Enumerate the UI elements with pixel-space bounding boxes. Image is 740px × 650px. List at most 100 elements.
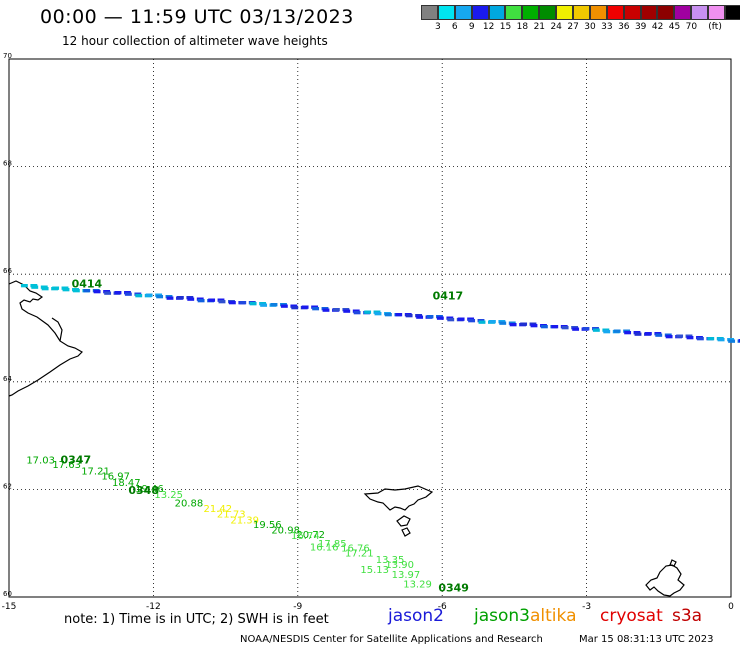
pass-time-labels: 0347 0348 0349 0414 0417: [61, 278, 469, 595]
track-north-mark: ▬▬: [218, 297, 236, 307]
legend-swatch: [606, 5, 624, 20]
iceland-coastline: [8, 280, 83, 397]
satellite-jason3: jason3: [474, 606, 530, 626]
legend-swatch: [657, 5, 675, 20]
track-north-mark: ▬▬: [62, 285, 80, 295]
pass-time-label: 0348: [128, 484, 159, 497]
track-north-mark: ▬▬: [155, 292, 173, 302]
track-north-mark: ▬▬: [696, 334, 714, 344]
y-tick-label: 62: [3, 482, 12, 490]
legend-swatch: [539, 5, 557, 20]
wave-height-label: 20.72: [296, 530, 325, 541]
track-north-mark: ▬▬: [332, 305, 350, 315]
track-north-mark: ▬▬: [498, 318, 516, 328]
pass-time-label: 0414: [72, 278, 103, 291]
satellite-s3a: s3a: [672, 606, 703, 626]
legend-swatch: [421, 5, 438, 20]
track-north-mark: ▬▬: [322, 305, 340, 315]
x-tick-label: -12: [146, 602, 161, 612]
legend-swatch: [640, 5, 658, 20]
track-north-mark: ▬▬: [550, 322, 568, 332]
wave-height-label: 13.90: [385, 560, 414, 571]
track-north-mark: ▬▬: [51, 283, 69, 293]
track-north-mark: ▬▬: [93, 287, 111, 297]
legend-swatch: [437, 5, 455, 20]
credit-text: NOAA/NESDIS Center for Satellite Applica…: [240, 634, 543, 645]
track-north-mark: ▬▬: [228, 298, 246, 308]
track-north-mark: ▬▬: [363, 307, 381, 317]
legend-label: 30: [584, 22, 596, 32]
track-north-mark: ▬▬: [114, 288, 132, 298]
wave-height-label: 19.46: [135, 484, 164, 495]
y-tick-label: 64: [3, 375, 12, 383]
track-north-mark: ▬▬: [394, 310, 412, 320]
track-north-mark: ▬▬: [634, 329, 652, 339]
legend-swatch: [674, 5, 692, 20]
track-north-label-cluster: ▬▬▬▬▬▬▬▬▬▬▬▬▬▬▬▬▬▬▬▬▬▬▬▬▬▬▬▬▬▬▬▬▬▬▬▬▬▬▬▬…: [20, 281, 740, 347]
y-tick-label: 70: [3, 52, 12, 60]
wave-height-label: 17.63: [52, 460, 81, 471]
x-tick-label: 0: [728, 602, 734, 612]
legend-swatch: [505, 5, 523, 20]
track-north-mark: ▬▬: [207, 295, 225, 305]
track-north-mark: ▬▬: [509, 320, 527, 330]
wave-height-label: 16.76: [341, 543, 370, 554]
generated-timestamp: Mar 15 08:31:13 UTC 2023: [579, 634, 714, 645]
track-north-mark: ▬▬: [654, 330, 672, 340]
track-north-mark: ▬▬: [686, 333, 704, 343]
track-north-mark: ▬▬: [426, 312, 444, 322]
legend-label: 12: [482, 22, 495, 32]
wave-height-label: 17.03: [26, 456, 55, 467]
map-graticule: [9, 59, 731, 597]
legend-swatches: [421, 5, 740, 20]
track-north-mark: ▬▬: [446, 315, 464, 325]
legend-swatch: [573, 5, 590, 20]
wave-height-label: 17.85: [318, 539, 347, 550]
legend-label: 18: [516, 22, 529, 32]
track-north-mark: ▬▬: [290, 303, 308, 313]
legend-label: 15: [499, 22, 512, 32]
map-subtitle: 12 hour collection of altimeter wave hei…: [62, 34, 328, 48]
track-north-mark: ▬▬: [405, 311, 423, 321]
wave-height-label: 13.97: [392, 570, 421, 581]
legend-label: 33: [601, 22, 613, 32]
track-north-mark: ▬▬: [238, 298, 256, 308]
wave-height-label: 16.74: [291, 531, 320, 542]
track-north-mark: ▬▬: [623, 328, 641, 338]
legend-label: 9: [468, 22, 475, 32]
track-north-mark: ▬▬: [717, 335, 735, 345]
track-north-mark: ▬▬: [41, 284, 59, 294]
track-north-mark: ▬▬: [186, 294, 204, 304]
satellite-jason2: jason2: [388, 606, 444, 626]
legend-swatch: [623, 5, 641, 20]
wave-height-label: 17.21: [345, 549, 374, 560]
x-tick-label: -3: [582, 602, 591, 612]
map-frame: [8, 58, 732, 598]
legend-label: 45: [668, 22, 681, 32]
legend-label: 3: [435, 22, 441, 32]
wave-height-labels: 17.0317.6317.2116.9718.4719.4613.2520.88…: [26, 456, 432, 591]
track-north-mark: ▬▬: [540, 322, 558, 332]
track-north-mark: ▬▬: [166, 293, 184, 303]
color-legend: 3 6 9 12 15 18 21 24 27 30 33 36 39 42 45 70 (ft): [421, 5, 740, 32]
wave-height-label: 21.39: [230, 515, 259, 526]
track-north-mark: ▬▬: [665, 332, 683, 342]
wave-height-label: 21.42: [203, 504, 232, 515]
satellite-altika: altika: [530, 606, 577, 626]
track-north-mark: ▬▬: [530, 321, 548, 331]
legend-labels: 3 6 9 12 15 18 21 24 27 30 33 36 39 42 45 70 (ft): [421, 20, 740, 32]
track-north-mark: ▬▬: [342, 306, 360, 316]
y-tick-label: 68: [3, 160, 12, 168]
wave-height-label: 19.56: [253, 520, 282, 531]
track-north-mark: ▬▬: [280, 302, 298, 312]
track-north-mark: ▬▬: [519, 319, 537, 329]
legend-swatch: [725, 5, 740, 20]
legend-label: 70: [685, 22, 698, 32]
track-north-mark: ▬▬: [270, 300, 288, 310]
axis-tick-labels: -15 -12 -9 -6 -3 0 70 68 66 64 62 60: [2, 52, 734, 612]
wave-height-label: 13.25: [154, 490, 183, 501]
wave-height-label: 20.88: [175, 499, 204, 510]
track-north-mark: ▬▬: [602, 327, 620, 337]
shetland-islands: [645, 559, 685, 597]
x-tick-label: -15: [2, 602, 17, 612]
